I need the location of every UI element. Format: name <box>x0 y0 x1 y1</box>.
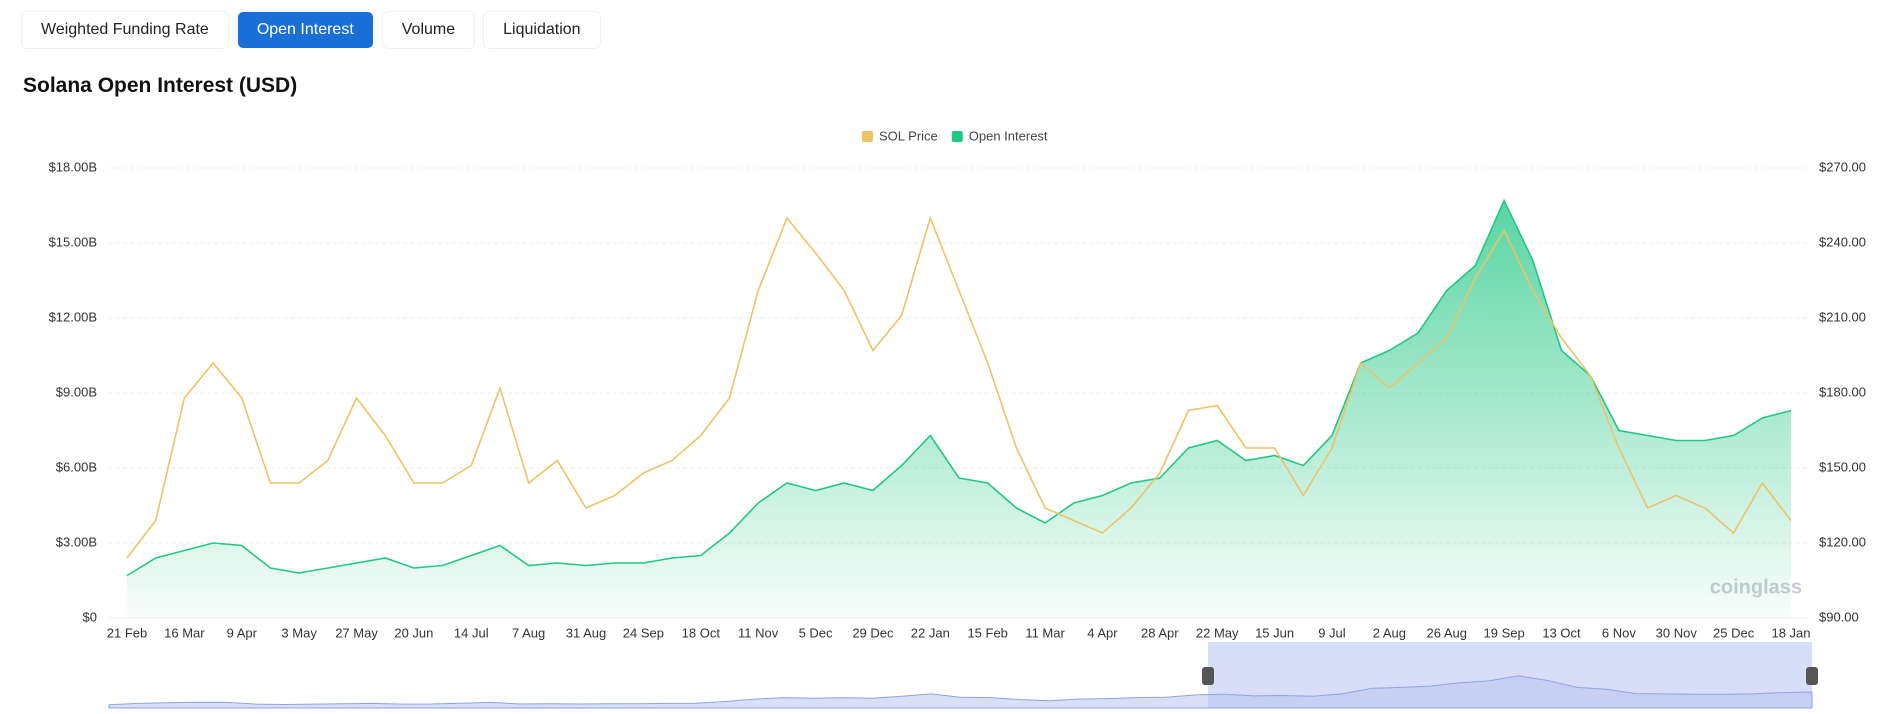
x-tick-label: 24 Sep <box>623 625 664 640</box>
x-tick-label: 22 Jan <box>911 625 950 640</box>
y2-tick-label: $120.00 <box>1819 534 1866 549</box>
x-tick-label: 9 Apr <box>227 625 258 640</box>
y2-tick-label: $270.00 <box>1819 159 1866 174</box>
x-tick-label: 11 Nov <box>738 625 779 640</box>
x-tick-label: 11 Mar <box>1025 625 1065 640</box>
x-tick-label: 4 Apr <box>1087 625 1118 640</box>
x-tick-label: 15 Jun <box>1255 625 1294 640</box>
y-tick-label: $3.00B <box>56 534 97 549</box>
x-tick-label: 31 Aug <box>566 625 607 640</box>
chart-title: Solana Open Interest (USD) <box>23 74 298 97</box>
x-tick-label: 15 Feb <box>967 625 1007 640</box>
x-tick-label: 27 May <box>335 625 378 640</box>
x-tick-label: 3 May <box>281 625 317 640</box>
x-tick-label: 13 Oct <box>1542 625 1581 640</box>
x-tick-label: 20 Jun <box>394 625 433 640</box>
x-tick-label: 5 Dec <box>799 625 833 640</box>
x-tick-label: 21 Feb <box>107 625 147 640</box>
navigator-handle[interactable] <box>1202 667 1214 685</box>
tab[interactable]: Liquidation <box>484 12 600 48</box>
navigator-handle[interactable] <box>1806 667 1818 685</box>
x-tick-label: 7 Aug <box>512 625 545 640</box>
y2-tick-label: $240.00 <box>1819 234 1866 249</box>
x-tick-label: 19 Sep <box>1484 625 1525 640</box>
tab[interactable]: Open Interest <box>237 12 373 48</box>
x-tick-label: 9 Jul <box>1318 625 1346 640</box>
x-tick-label: 6 Nov <box>1602 625 1636 640</box>
x-tick-label: 29 Dec <box>852 625 894 640</box>
x-tick-label: 30 Nov <box>1656 625 1698 640</box>
x-tick-label: 28 Apr <box>1141 625 1179 640</box>
x-tick-label: 25 Dec <box>1713 625 1755 640</box>
y-tick-label: $9.00B <box>56 384 97 399</box>
x-tick-label: 14 Jul <box>454 625 489 640</box>
y2-tick-label: $150.00 <box>1819 459 1866 474</box>
x-tick-label: 18 Jan <box>1771 625 1810 640</box>
y-tick-label: $18.00B <box>49 159 97 174</box>
x-tick-label: 2 Aug <box>1373 625 1406 640</box>
tab[interactable]: Weighted Funding Rate <box>22 12 228 48</box>
navigator-area <box>108 675 1813 709</box>
line <box>126 198 1792 577</box>
x-tick-label: 16 Mar <box>164 625 205 640</box>
y-tick-label: $12.00B <box>49 309 97 324</box>
y2-tick-label: $180.00 <box>1819 384 1866 399</box>
tab[interactable]: Volume <box>382 12 475 48</box>
legend: SOL Price Open Interest <box>862 128 1048 143</box>
tab-bar: Weighted Funding Rate Open Interest Volume… <box>22 12 600 48</box>
x-tick-label: 18 Oct <box>682 625 721 640</box>
y-tick-label: $6.00B <box>56 459 97 474</box>
legend-swatch <box>862 131 873 142</box>
legend-label: Open Interest <box>969 128 1048 143</box>
y2-tick-label: $90.00 <box>1819 609 1859 624</box>
y2-tick-label: $210.00 <box>1819 309 1866 324</box>
y-tick-label: $15.00B <box>49 234 97 249</box>
legend-label: SOL Price <box>879 128 938 143</box>
area <box>127 200 1791 618</box>
y-tick-label: $0 <box>83 609 97 624</box>
legend-swatch <box>951 131 963 142</box>
x-tick-label: 22 May <box>1196 625 1239 640</box>
line <box>126 215 1792 559</box>
x-tick-label: 26 Aug <box>1426 625 1467 640</box>
